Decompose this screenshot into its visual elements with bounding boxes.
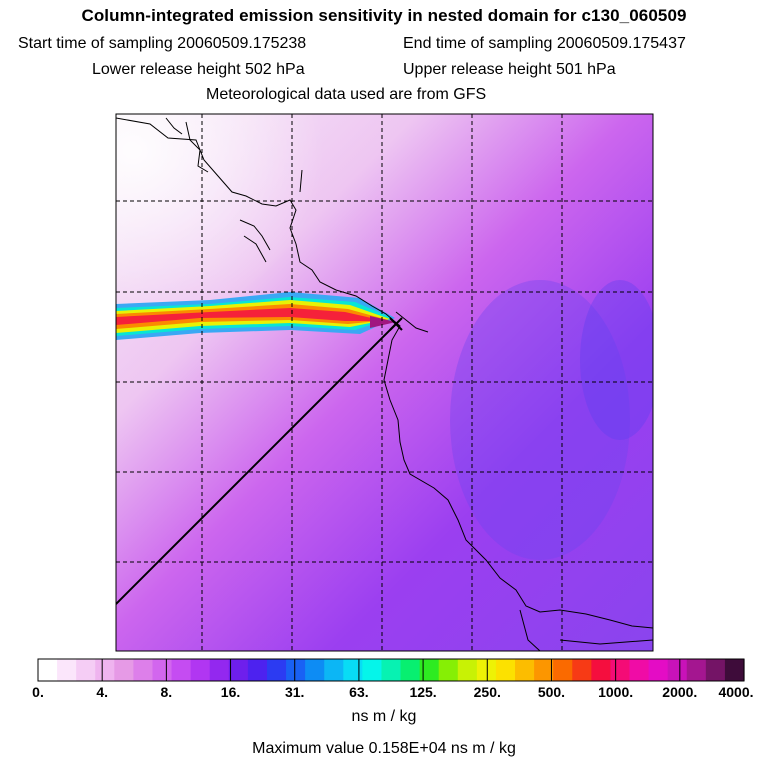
colorbar-tick-label: 125. <box>409 684 437 700</box>
colorbar-unit-label: ns m / kg <box>351 708 417 725</box>
colorbar-swatch <box>38 659 58 681</box>
sensitivity-field <box>116 114 653 651</box>
colorbar-swatch <box>362 659 383 681</box>
gridlines <box>116 114 653 651</box>
colorbar-swatch <box>324 659 344 681</box>
colorbar-swatch <box>629 659 650 681</box>
colorbar-swatch <box>305 659 325 681</box>
colorbar-swatch <box>76 659 96 681</box>
colorbar-swatch <box>572 659 592 681</box>
colorbar-swatch <box>266 659 287 681</box>
colorbar-swatch <box>286 659 306 681</box>
colorbar-swatch <box>133 659 154 681</box>
colorbar-tick-label: 250. <box>473 684 501 700</box>
colorbar-swatch <box>57 659 77 681</box>
colorbar-swatch <box>381 659 402 681</box>
colorbar-swatch <box>438 659 459 681</box>
colorbar-tick-label: 63. <box>349 684 369 700</box>
start-time-label: Start time of sampling 20060509.175238 <box>18 35 307 52</box>
colorbar-tick-label: 1000. <box>598 684 634 700</box>
colorbar-swatch <box>610 659 631 681</box>
colorbar-swatch <box>686 659 707 681</box>
colorbar-swatch <box>724 659 745 681</box>
plume-band <box>116 292 396 340</box>
plot-title: Column-integrated emission sensitivity i… <box>81 6 687 25</box>
colorbar-tick-label: 16. <box>220 684 241 700</box>
colorbar-swatch <box>457 659 478 681</box>
met-data-label: Meteorological data used are from GFS <box>206 86 487 103</box>
colorbar-swatch <box>343 659 363 681</box>
colorbar-swatch <box>419 659 440 681</box>
colorbar-tick-label: 500. <box>537 684 566 700</box>
end-time-label: End time of sampling 20060509.175437 <box>403 35 686 52</box>
colorbar-swatch <box>476 659 497 681</box>
colorbar-swatch <box>667 659 688 681</box>
colorbar-swatch <box>228 659 249 681</box>
colorbar-swatch <box>515 659 535 681</box>
coastline <box>116 117 653 651</box>
colorbar-swatch <box>152 659 173 681</box>
colorbar-swatch <box>400 659 421 681</box>
colorbar-swatch <box>553 659 573 681</box>
map-frame <box>115 113 654 652</box>
colorbar-tick-label: 4000. <box>718 684 754 700</box>
colorbar-swatch <box>171 659 192 681</box>
max-value-label: Maximum value 0.158E+04 ns m / kg <box>252 740 516 757</box>
colorbar <box>37 658 745 682</box>
colorbar-swatch <box>495 659 516 681</box>
colorbar-swatch <box>209 659 230 681</box>
colorbar-swatch <box>534 659 554 681</box>
colorbar-tick-label: 31. <box>284 684 305 700</box>
flight-track-line <box>116 323 397 605</box>
lower-release-label: Lower release height 502 hPa <box>92 61 305 78</box>
colorbar-swatch <box>648 659 669 681</box>
colorbar-tick-label: 8. <box>160 684 173 700</box>
colorbar-swatch <box>247 659 268 681</box>
colorbar-swatch <box>705 659 726 681</box>
upper-release-label: Upper release height 501 hPa <box>403 61 616 78</box>
colorbar-tick-label: 0. <box>32 684 44 700</box>
colorbar-swatch <box>95 659 115 681</box>
colorbar-frame <box>37 658 745 682</box>
colorbar-tick-label: 2000. <box>662 684 698 700</box>
colorbar-tick-label: 4. <box>96 684 109 700</box>
colorbar-swatch <box>190 659 211 681</box>
colorbar-swatch <box>591 659 612 681</box>
colorbar-swatch <box>114 659 134 681</box>
